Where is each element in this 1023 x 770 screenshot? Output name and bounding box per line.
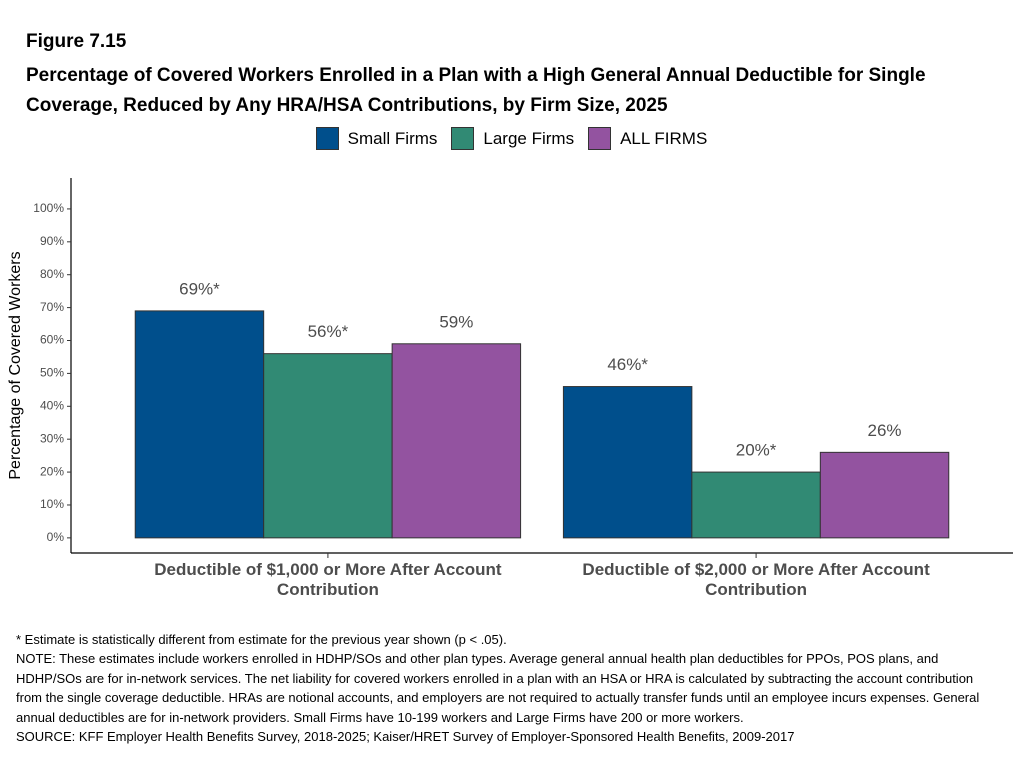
y-tick-label: 80% xyxy=(40,267,64,281)
figure-label: Figure 7.15 xyxy=(26,31,127,52)
y-tick-label: 40% xyxy=(40,398,64,412)
y-tick-label: 50% xyxy=(40,366,64,380)
y-tick-label: 20% xyxy=(40,464,64,478)
x-tick-label: Deductible of $1,000 or More After Accou… xyxy=(154,560,502,599)
value-label: 20%* xyxy=(736,441,777,460)
legend-swatch xyxy=(588,127,612,150)
legend-swatch xyxy=(315,127,339,150)
y-axis-label: Percentage of Covered Workers xyxy=(7,251,24,479)
bar xyxy=(562,386,693,539)
y-tick-label: 70% xyxy=(40,300,64,314)
value-label: 59% xyxy=(439,312,473,331)
y-tick-label: 0% xyxy=(47,530,65,544)
y-tick-label: 60% xyxy=(40,333,64,347)
legend: Small Firms Large Firms ALL FIRMS xyxy=(0,127,1023,150)
legend-label: ALL FIRMS xyxy=(620,128,708,148)
chart-title: Percentage of Covered Workers Enrolled i… xyxy=(26,65,926,116)
bar xyxy=(691,471,821,539)
y-tick-label: 10% xyxy=(40,497,64,511)
x-tick-label: Deductible of $2,000 or More After Accou… xyxy=(582,560,930,599)
legend-item: Large Firms xyxy=(451,127,574,150)
value-label: 56%* xyxy=(308,322,349,341)
legend-label: Small Firms xyxy=(347,128,438,148)
note: SOURCE: KFF Employer Health Benefits Sur… xyxy=(16,729,795,745)
bar xyxy=(134,310,265,539)
y-tick-label: 30% xyxy=(40,431,64,445)
bar xyxy=(391,343,522,539)
notes: * Estimate is statistically different fr… xyxy=(16,630,991,746)
legend-item: ALL FIRMS xyxy=(588,127,707,150)
note: * Estimate is statistically different fr… xyxy=(16,632,507,647)
y-tick-label: 100% xyxy=(33,201,64,215)
y-tick-label: 90% xyxy=(40,234,64,248)
value-label: 69%* xyxy=(179,279,220,298)
legend-item: Small Firms xyxy=(315,127,438,150)
value-label: 46%* xyxy=(607,355,648,374)
bar xyxy=(819,451,950,539)
bar xyxy=(263,353,393,539)
legend-swatch xyxy=(451,127,475,150)
note: NOTE: These estimates include workers en… xyxy=(16,651,980,725)
value-label: 26% xyxy=(868,421,902,440)
legend-label: Large Firms xyxy=(483,128,575,148)
